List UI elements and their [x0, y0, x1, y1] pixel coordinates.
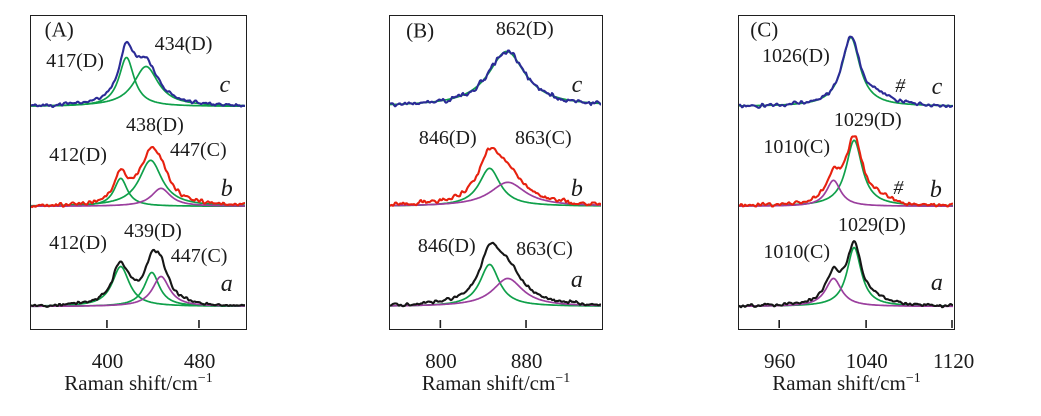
x-tick-label: 1040 — [845, 349, 888, 373]
x-tick-label: 400 — [91, 349, 124, 373]
xaxis-label-text: Raman shift/cm — [772, 371, 906, 395]
xaxis-label-superscript: −1 — [555, 371, 571, 386]
x-tick-label: 480 — [183, 349, 216, 373]
fit-component-863(C)-spectrum-a — [390, 277, 601, 307]
fit-component-863(C)-spectrum-b — [390, 181, 601, 207]
panel-B-xticks: 800 880 — [389, 349, 603, 373]
spectrum-b-measured-curve — [31, 146, 245, 209]
fit-component-1029(D)-spectrum-a — [739, 246, 953, 307]
fit-component-438(D)-spectrum-b — [31, 159, 245, 207]
spectrum-a-measured-curve — [739, 240, 953, 309]
xaxis-label-superscript: −1 — [197, 371, 213, 386]
panel-C-xticks: 960 1040 1120 — [738, 349, 974, 373]
x-tick-label: 800 — [425, 349, 457, 373]
fit-component-447(C)-spectrum-b — [31, 187, 245, 208]
panel-B-xaxis-label: Raman shift/cm−1 — [389, 371, 603, 395]
fit-component-1010(C)-spectrum-a — [739, 277, 953, 308]
spectrum-c-measured-curve — [390, 49, 601, 108]
spectrum-b-measured-curve — [739, 135, 953, 208]
x-tick-label: 880 — [510, 349, 543, 373]
spectrum-c-measured-curve — [31, 40, 245, 109]
xaxis-label-superscript: −1 — [905, 371, 921, 386]
xaxis-label-text: Raman shift/cm — [64, 371, 198, 395]
xaxis-label-text: Raman shift/cm — [421, 371, 556, 395]
panel-C-plot-box — [738, 15, 955, 330]
fit-component-434(D)-spectrum-c — [31, 65, 245, 107]
panel-B-spectra-svg — [390, 49, 601, 328]
fit-component-447(C)-spectrum-a — [31, 275, 245, 308]
spectrum-c-measured-curve — [739, 35, 953, 109]
x-tick-label: 1120 — [932, 349, 975, 373]
fit-component-417(D)-spectrum-c — [31, 56, 245, 108]
panel-C-xaxis-label: Raman shift/cm−1 — [738, 371, 955, 395]
spectrum-a-measured-curve — [31, 248, 245, 308]
panel-A-xaxis-label: Raman shift/cm−1 — [30, 371, 247, 395]
spectrum-b-measured-curve — [390, 146, 601, 207]
x-tick-label: 960 — [764, 349, 796, 373]
fit-component-1029(D)-spectrum-b — [739, 139, 953, 207]
panel-A-spectra-svg — [31, 40, 245, 328]
panel-B-plot-box — [389, 15, 603, 330]
panel-A-xticks: 400 480 — [30, 349, 247, 373]
fit-component-412(D)-spectrum-a — [31, 265, 245, 308]
panel-C-spectra-svg — [739, 35, 953, 328]
fit-component-1010(C)-spectrum-b — [739, 179, 953, 208]
panel-A-plot-box — [30, 15, 247, 330]
spectrum-a-measured-curve — [390, 241, 601, 308]
